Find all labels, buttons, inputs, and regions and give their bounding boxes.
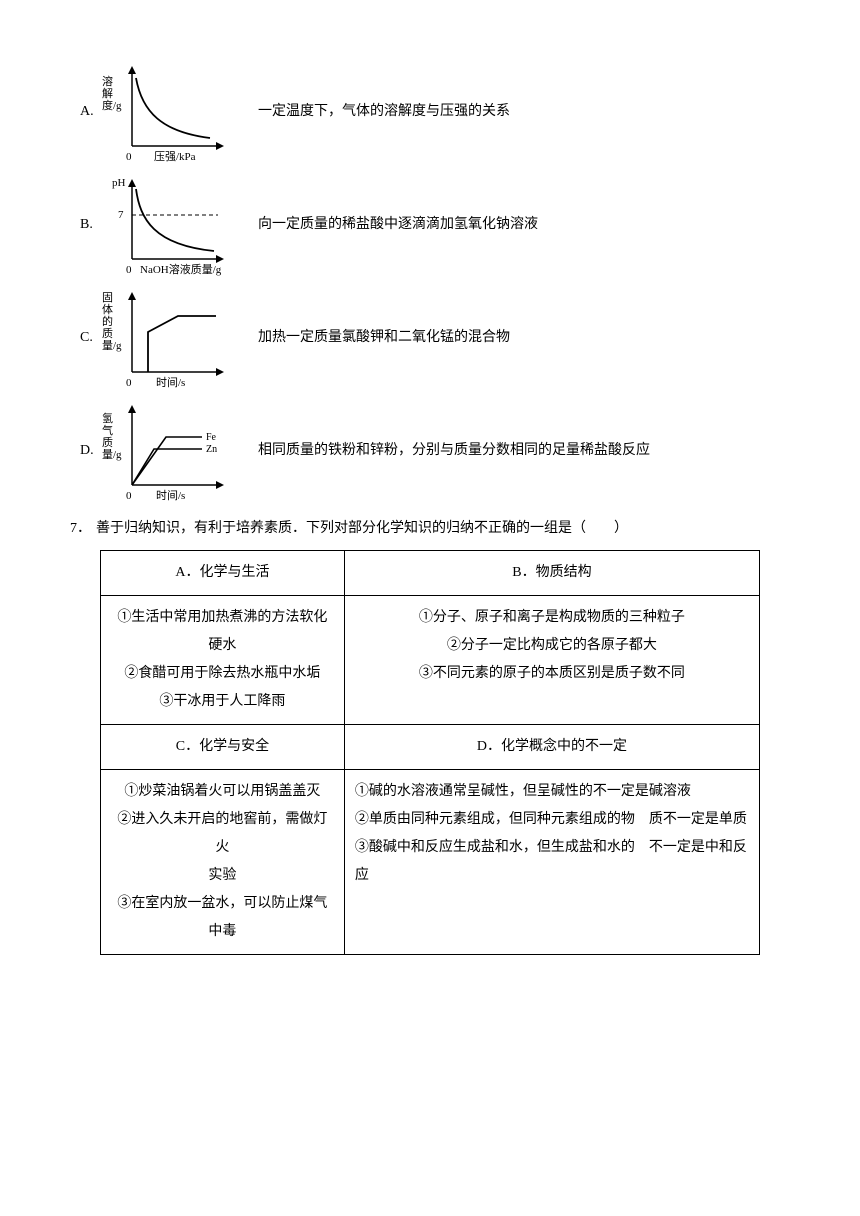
origin-0-d: 0 xyxy=(126,488,132,506)
option-label-b: B. xyxy=(70,214,100,236)
d-row-3: ③酸碱中和反应生成盐和水，但生成盐和水的 不一定是中和反应 xyxy=(355,834,749,890)
ylabel-c: 固体的质量/g xyxy=(102,292,116,352)
graph-b: pH 7 0 NaOH溶液质量/g xyxy=(100,173,240,278)
cell-b-body: ①分子、原子和离子是构成物质的三种粒子 ②分子一定比构成它的各原子都大 ③不同元… xyxy=(344,596,759,725)
origin-0-b: 0 xyxy=(126,262,132,280)
xlabel-b: NaOH溶液质量/g xyxy=(140,262,221,280)
c-row-2: ②进入久未开启的地窖前，需做灯火实验 xyxy=(111,806,334,890)
option-desc-c: 加热一定质量氯酸钾和二氧化锰的混合物 xyxy=(240,327,790,349)
xlabel-d: 时间/s xyxy=(156,488,185,506)
question-7: 7．善于归纳知识，有利于培养素质．下列对部分化学知识的归纳不正确的一组是（ ） xyxy=(70,518,790,540)
a-row-1: ①生活中常用加热煮沸的方法软化硬水 xyxy=(111,604,334,660)
q7-text: 善于归纳知识，有利于培养素质．下列对部分化学知识的归纳不正确的一组是（ ） xyxy=(96,521,628,536)
graph-d: 氢气质量/g 0 时间/s Fe Zn xyxy=(100,399,240,504)
fe-label: Fe xyxy=(206,432,217,443)
b-row-2: ②分子一定比构成它的各原子都大 xyxy=(355,632,749,660)
q7-number: 7． xyxy=(70,518,96,540)
cell-c-body: ①炒菜油锅着火可以用锅盖盖灭 ②进入久未开启的地窖前，需做灯火实验 ③在室内放一… xyxy=(101,770,345,955)
d-row-2: ②单质由同种元素组成，但同种元素组成的物 质不一定是单质 xyxy=(355,806,749,834)
option-c: C. 固体的质量/g 0 时间/s 加热一定质量氯酸钾和二氧化锰的混合物 xyxy=(70,286,790,391)
cell-a-body: ①生活中常用加热煮沸的方法软化硬水 ②食醋可用于除去热水瓶中水垢 ③干冰用于人工… xyxy=(101,596,345,725)
c-row-3: ③在室内放一盆水，可以防止煤气中毒 xyxy=(111,890,334,946)
cell-c-header: C．化学与安全 xyxy=(101,725,345,770)
option-label-c: C. xyxy=(70,327,100,349)
option-desc-a: 一定温度下，气体的溶解度与压强的关系 xyxy=(240,101,790,123)
option-desc-b: 向一定质量的稀盐酸中逐滴滴加氢氧化钠溶液 xyxy=(240,214,790,236)
ylabel-d: 氢气质量/g xyxy=(102,413,116,461)
q7-table: A．化学与生活 B．物质结构 ①生活中常用加热煮沸的方法软化硬水 ②食醋可用于除… xyxy=(100,550,760,955)
c-row-1: ①炒菜油锅着火可以用锅盖盖灭 xyxy=(111,778,334,806)
a-row-3: ③干冰用于人工降雨 xyxy=(111,688,334,716)
zn-label: Zn xyxy=(206,444,217,455)
graph-c: 固体的质量/g 0 时间/s xyxy=(100,286,240,391)
ylabel-b: pH xyxy=(112,175,125,193)
option-b: B. pH 7 0 NaOH溶液质量/g 向一定质量的稀盐酸中逐滴滴加氢氧化钠溶… xyxy=(70,173,790,278)
cell-b-header: B．物质结构 xyxy=(344,551,759,596)
b-row-3: ③不同元素的原子的本质区别是质子数不同 xyxy=(355,660,749,688)
graph-a: 溶解度/g 0 压强/kPa xyxy=(100,60,240,165)
cell-a-header: A．化学与生活 xyxy=(101,551,345,596)
cell-d-body: ①碱的水溶液通常呈碱性，但呈碱性的不一定是碱溶液 ②单质由同种元素组成，但同种元… xyxy=(344,770,759,955)
ylabel-a: 溶解度/g xyxy=(102,76,116,112)
option-d: D. 氢气质量/g 0 时间/s Fe Zn 相同质量的铁粉和锌粉，分别与质量分… xyxy=(70,399,790,504)
origin-0-a: 0 xyxy=(126,149,132,167)
xlabel-a: 压强/kPa xyxy=(154,149,196,167)
ytick-b: 7 xyxy=(118,207,124,225)
option-desc-d: 相同质量的铁粉和锌粉，分别与质量分数相同的足量稀盐酸反应 xyxy=(240,440,790,462)
cell-d-header: D．化学概念中的不一定 xyxy=(344,725,759,770)
option-label-d: D. xyxy=(70,440,100,462)
origin-0-c: 0 xyxy=(126,375,132,393)
a-row-2: ②食醋可用于除去热水瓶中水垢 xyxy=(111,660,334,688)
d-row-1: ①碱的水溶液通常呈碱性，但呈碱性的不一定是碱溶液 xyxy=(355,778,749,806)
option-label-a: A. xyxy=(70,101,100,123)
option-a: A. 溶解度/g 0 压强/kPa 一定温度下，气体的溶解度与压强的关系 xyxy=(70,60,790,165)
b-row-1: ①分子、原子和离子是构成物质的三种粒子 xyxy=(355,604,749,632)
xlabel-c: 时间/s xyxy=(156,375,185,393)
